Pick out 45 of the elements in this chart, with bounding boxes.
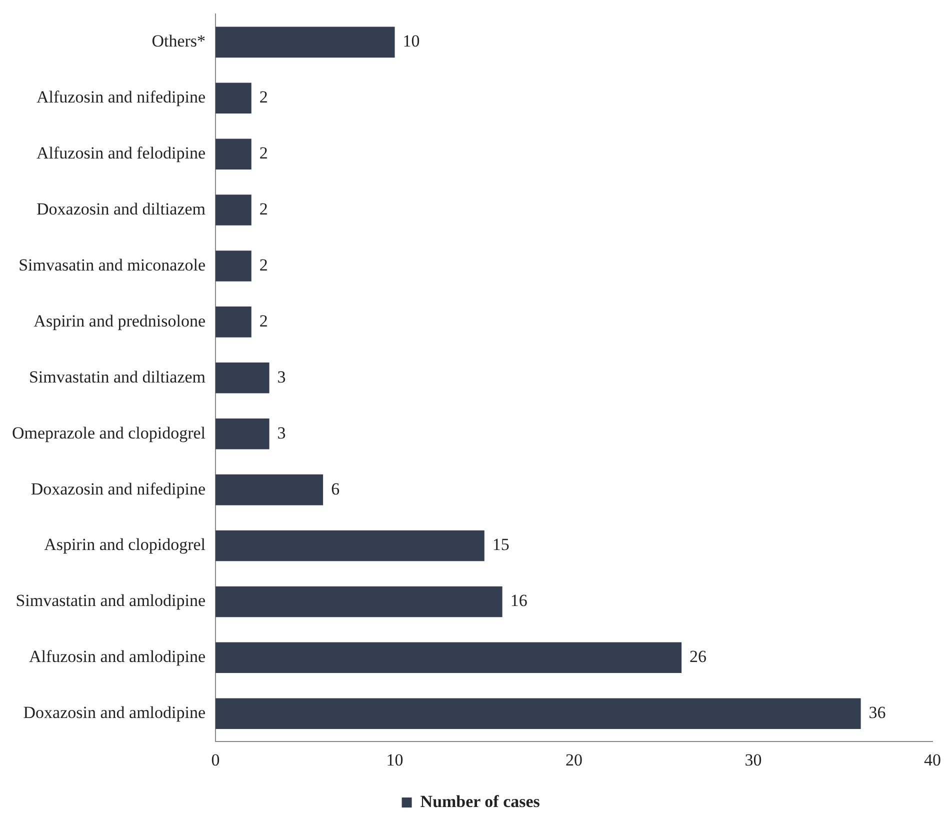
y-tick-label: Doxazosin and amlodipine <box>23 703 206 722</box>
y-tick-label: Simvastatin and amlodipine <box>16 591 206 610</box>
x-tick-label: 0 <box>211 750 220 770</box>
data-label: 2 <box>259 311 268 330</box>
y-tick-label: Alfuzosin and nifedipine <box>36 88 206 107</box>
bar <box>216 194 252 226</box>
x-tick-label: 30 <box>744 750 762 770</box>
bar <box>216 474 324 506</box>
y-tick-label: Doxazosin and diltiazem <box>36 200 206 219</box>
data-label: 2 <box>259 255 268 274</box>
data-label: 2 <box>259 144 268 163</box>
y-tick-label: Omeprazole and clopidogrel <box>12 423 206 442</box>
bar <box>216 250 252 282</box>
bar <box>216 82 252 114</box>
data-label: 3 <box>277 367 286 386</box>
data-label: 26 <box>690 647 707 666</box>
bar <box>216 642 682 674</box>
y-tick-label: Simvastatin and diltiazem <box>28 367 206 386</box>
x-tick-label: 40 <box>924 750 941 770</box>
x-tick-label: 20 <box>566 750 583 770</box>
y-tick-label: Alfuzosin and felodipine <box>36 144 206 163</box>
y-tick-label: Alfuzosin and amlodipine <box>28 647 206 666</box>
y-tick-label: Simvasatin and miconazole <box>18 255 206 274</box>
data-label: 3 <box>277 423 286 442</box>
y-tick-label: Doxazosin and nifedipine <box>30 479 206 498</box>
y-tick-label: Aspirin and prednisolone <box>34 311 206 330</box>
x-tick-label: 10 <box>386 750 404 770</box>
data-label: 15 <box>492 535 510 554</box>
bar <box>216 418 270 450</box>
bar <box>216 26 395 58</box>
data-label: 10 <box>402 32 420 51</box>
bar <box>216 306 252 338</box>
data-label: 2 <box>259 88 268 107</box>
bar <box>216 530 484 562</box>
bar <box>216 362 270 394</box>
data-label: 2 <box>259 200 268 219</box>
bar <box>216 586 502 618</box>
y-tick-label: Aspirin and clopidogrel <box>44 535 206 554</box>
legend-label: Number of cases <box>420 792 540 811</box>
data-label: 36 <box>868 703 886 722</box>
bar <box>216 698 861 730</box>
bar <box>216 138 252 170</box>
data-label: 16 <box>510 591 528 610</box>
y-tick-label: Others* <box>152 32 206 51</box>
data-label: 6 <box>331 479 340 498</box>
